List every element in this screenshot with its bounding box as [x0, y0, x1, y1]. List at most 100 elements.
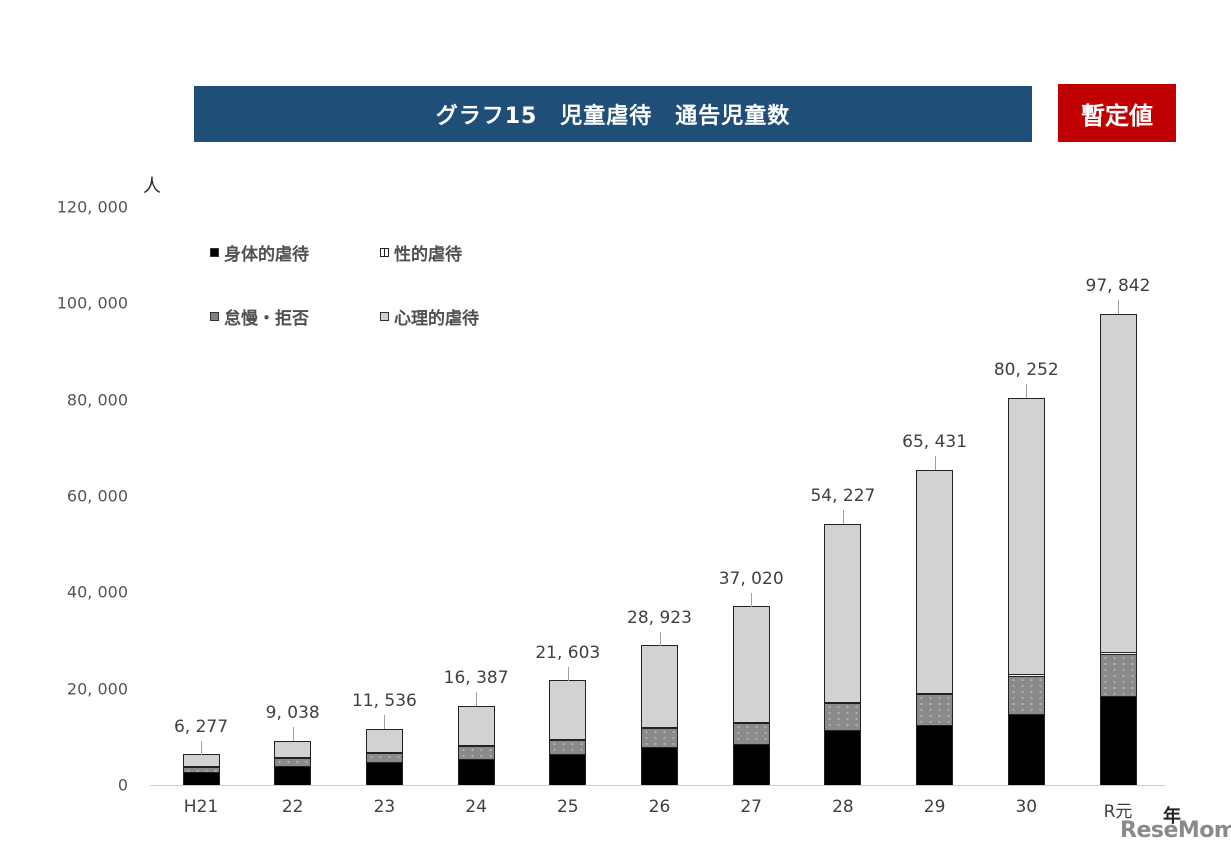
- y-tick-label: 40, 000: [66, 582, 128, 602]
- total-value-label: 9, 038: [265, 703, 320, 724]
- x-tick-label: H21: [183, 797, 219, 817]
- total-value-label: 37, 020: [718, 568, 784, 589]
- segment-psychological: [641, 645, 678, 728]
- total-value-label: 80, 252: [993, 360, 1059, 381]
- x-tick-label: 23: [373, 797, 396, 817]
- legend-item-neglect: 怠慢・拒否: [210, 304, 309, 329]
- segment-psychological: [182, 754, 220, 767]
- segment-sexual: [457, 745, 495, 746]
- bar-22: [274, 740, 312, 785]
- segment-neglect: [549, 740, 587, 755]
- provisional-badge: 暫定値: [1058, 84, 1176, 142]
- bar-30: [1007, 398, 1045, 785]
- segment-physical: [824, 730, 862, 785]
- physical-abuse-swatch-icon: [210, 248, 219, 257]
- legend-item-physical: 身体的虐待: [210, 240, 309, 265]
- legend-item-sexual: 性的虐待: [380, 240, 462, 265]
- segment-physical: [1099, 695, 1137, 785]
- bar-H21: [182, 754, 220, 785]
- bar-R元: [1099, 313, 1137, 785]
- segment-neglect: [824, 703, 862, 731]
- segment-psychological: [824, 523, 862, 703]
- segment-physical: [365, 761, 403, 785]
- total-leader-line: [292, 727, 294, 742]
- total-leader-line: [1026, 384, 1028, 399]
- legend-label-sexual: 性的虐待: [394, 245, 462, 265]
- legend-label-physical: 身体的虐待: [224, 245, 309, 265]
- segment-physical: [457, 759, 495, 785]
- total-value-label: 28, 923: [627, 607, 692, 628]
- bar-27: [732, 606, 770, 785]
- segment-psychological: [916, 469, 954, 693]
- segment-sexual: [1007, 674, 1045, 676]
- total-value-label: 97, 842: [1085, 275, 1151, 296]
- segment-neglect: [274, 758, 312, 767]
- segment-psychological: [732, 606, 770, 722]
- segment-sexual: [824, 702, 862, 704]
- y-axis-unit-label: 人: [143, 176, 161, 197]
- segment-physical: [182, 772, 220, 785]
- total-leader-line: [934, 455, 936, 470]
- x-tick-label: 24: [465, 797, 487, 817]
- neglect-swatch-icon: [210, 312, 219, 321]
- legend-label-neglect: 怠慢・拒否: [224, 309, 309, 329]
- x-axis-line: [150, 785, 1165, 786]
- segment-sexual: [274, 757, 312, 759]
- segment-psychological: [549, 680, 587, 740]
- total-leader-line: [201, 740, 202, 755]
- total-value-label: 11, 536: [351, 691, 417, 712]
- y-tick-label: 0: [117, 775, 128, 795]
- segment-sexual: [549, 739, 587, 741]
- segment-physical: [732, 744, 770, 785]
- total-leader-line: [842, 509, 844, 524]
- total-value-label: 21, 603: [535, 642, 601, 663]
- bar-28: [824, 523, 862, 785]
- segment-physical: [274, 766, 312, 785]
- legend-item-psychological: 心理的虐待: [380, 304, 479, 329]
- segment-psychological: [1007, 398, 1045, 675]
- segment-sexual: [365, 752, 403, 754]
- segment-neglect: [182, 767, 220, 772]
- bar-25: [549, 680, 587, 785]
- total-leader-line: [384, 715, 386, 730]
- segment-neglect: [457, 746, 495, 759]
- segment-neglect: [641, 728, 678, 747]
- y-tick-label: 100, 000: [56, 293, 128, 313]
- segment-neglect: [1007, 675, 1045, 714]
- x-tick-label: 25: [556, 797, 579, 817]
- bar-24: [457, 705, 495, 785]
- bar-26: [641, 645, 678, 785]
- y-tick-label: 20, 000: [66, 679, 128, 699]
- segment-sexual: [641, 727, 678, 729]
- total-leader-line: [567, 666, 569, 681]
- segment-neglect: [365, 753, 403, 762]
- segment-physical: [916, 724, 954, 785]
- segment-sexual: [1099, 652, 1137, 654]
- total-value-label: 65, 431: [902, 431, 968, 452]
- total-value-label: 16, 387: [443, 668, 509, 689]
- total-leader-line: [1118, 299, 1119, 314]
- segment-physical: [1007, 713, 1045, 785]
- x-tick-label: 28: [832, 797, 854, 817]
- x-tick-label: 29: [923, 797, 946, 817]
- total-value-label: 6, 277: [173, 716, 229, 737]
- psychological-abuse-swatch-icon: [380, 312, 389, 321]
- watermark-logo: ReseMom: [1120, 818, 1231, 843]
- segment-sexual: [182, 766, 220, 768]
- x-tick-label: 22: [281, 797, 304, 817]
- segment-psychological: [365, 728, 403, 753]
- y-tick-label: 120, 000: [56, 197, 128, 217]
- legend-label-psychological: 心理的虐待: [394, 309, 479, 329]
- segment-physical: [641, 746, 678, 785]
- y-tick-label: 60, 000: [66, 486, 128, 506]
- bar-29: [916, 469, 954, 785]
- sexual-abuse-swatch-icon: [380, 248, 389, 257]
- x-tick-label: R元: [1103, 802, 1133, 822]
- segment-psychological: [457, 705, 495, 745]
- x-tick-label: 26: [648, 797, 671, 817]
- total-leader-line: [476, 692, 478, 707]
- x-tick-label: 27: [740, 797, 763, 817]
- segment-sexual: [732, 721, 770, 723]
- segment-neglect: [732, 722, 770, 745]
- segment-neglect: [916, 693, 954, 725]
